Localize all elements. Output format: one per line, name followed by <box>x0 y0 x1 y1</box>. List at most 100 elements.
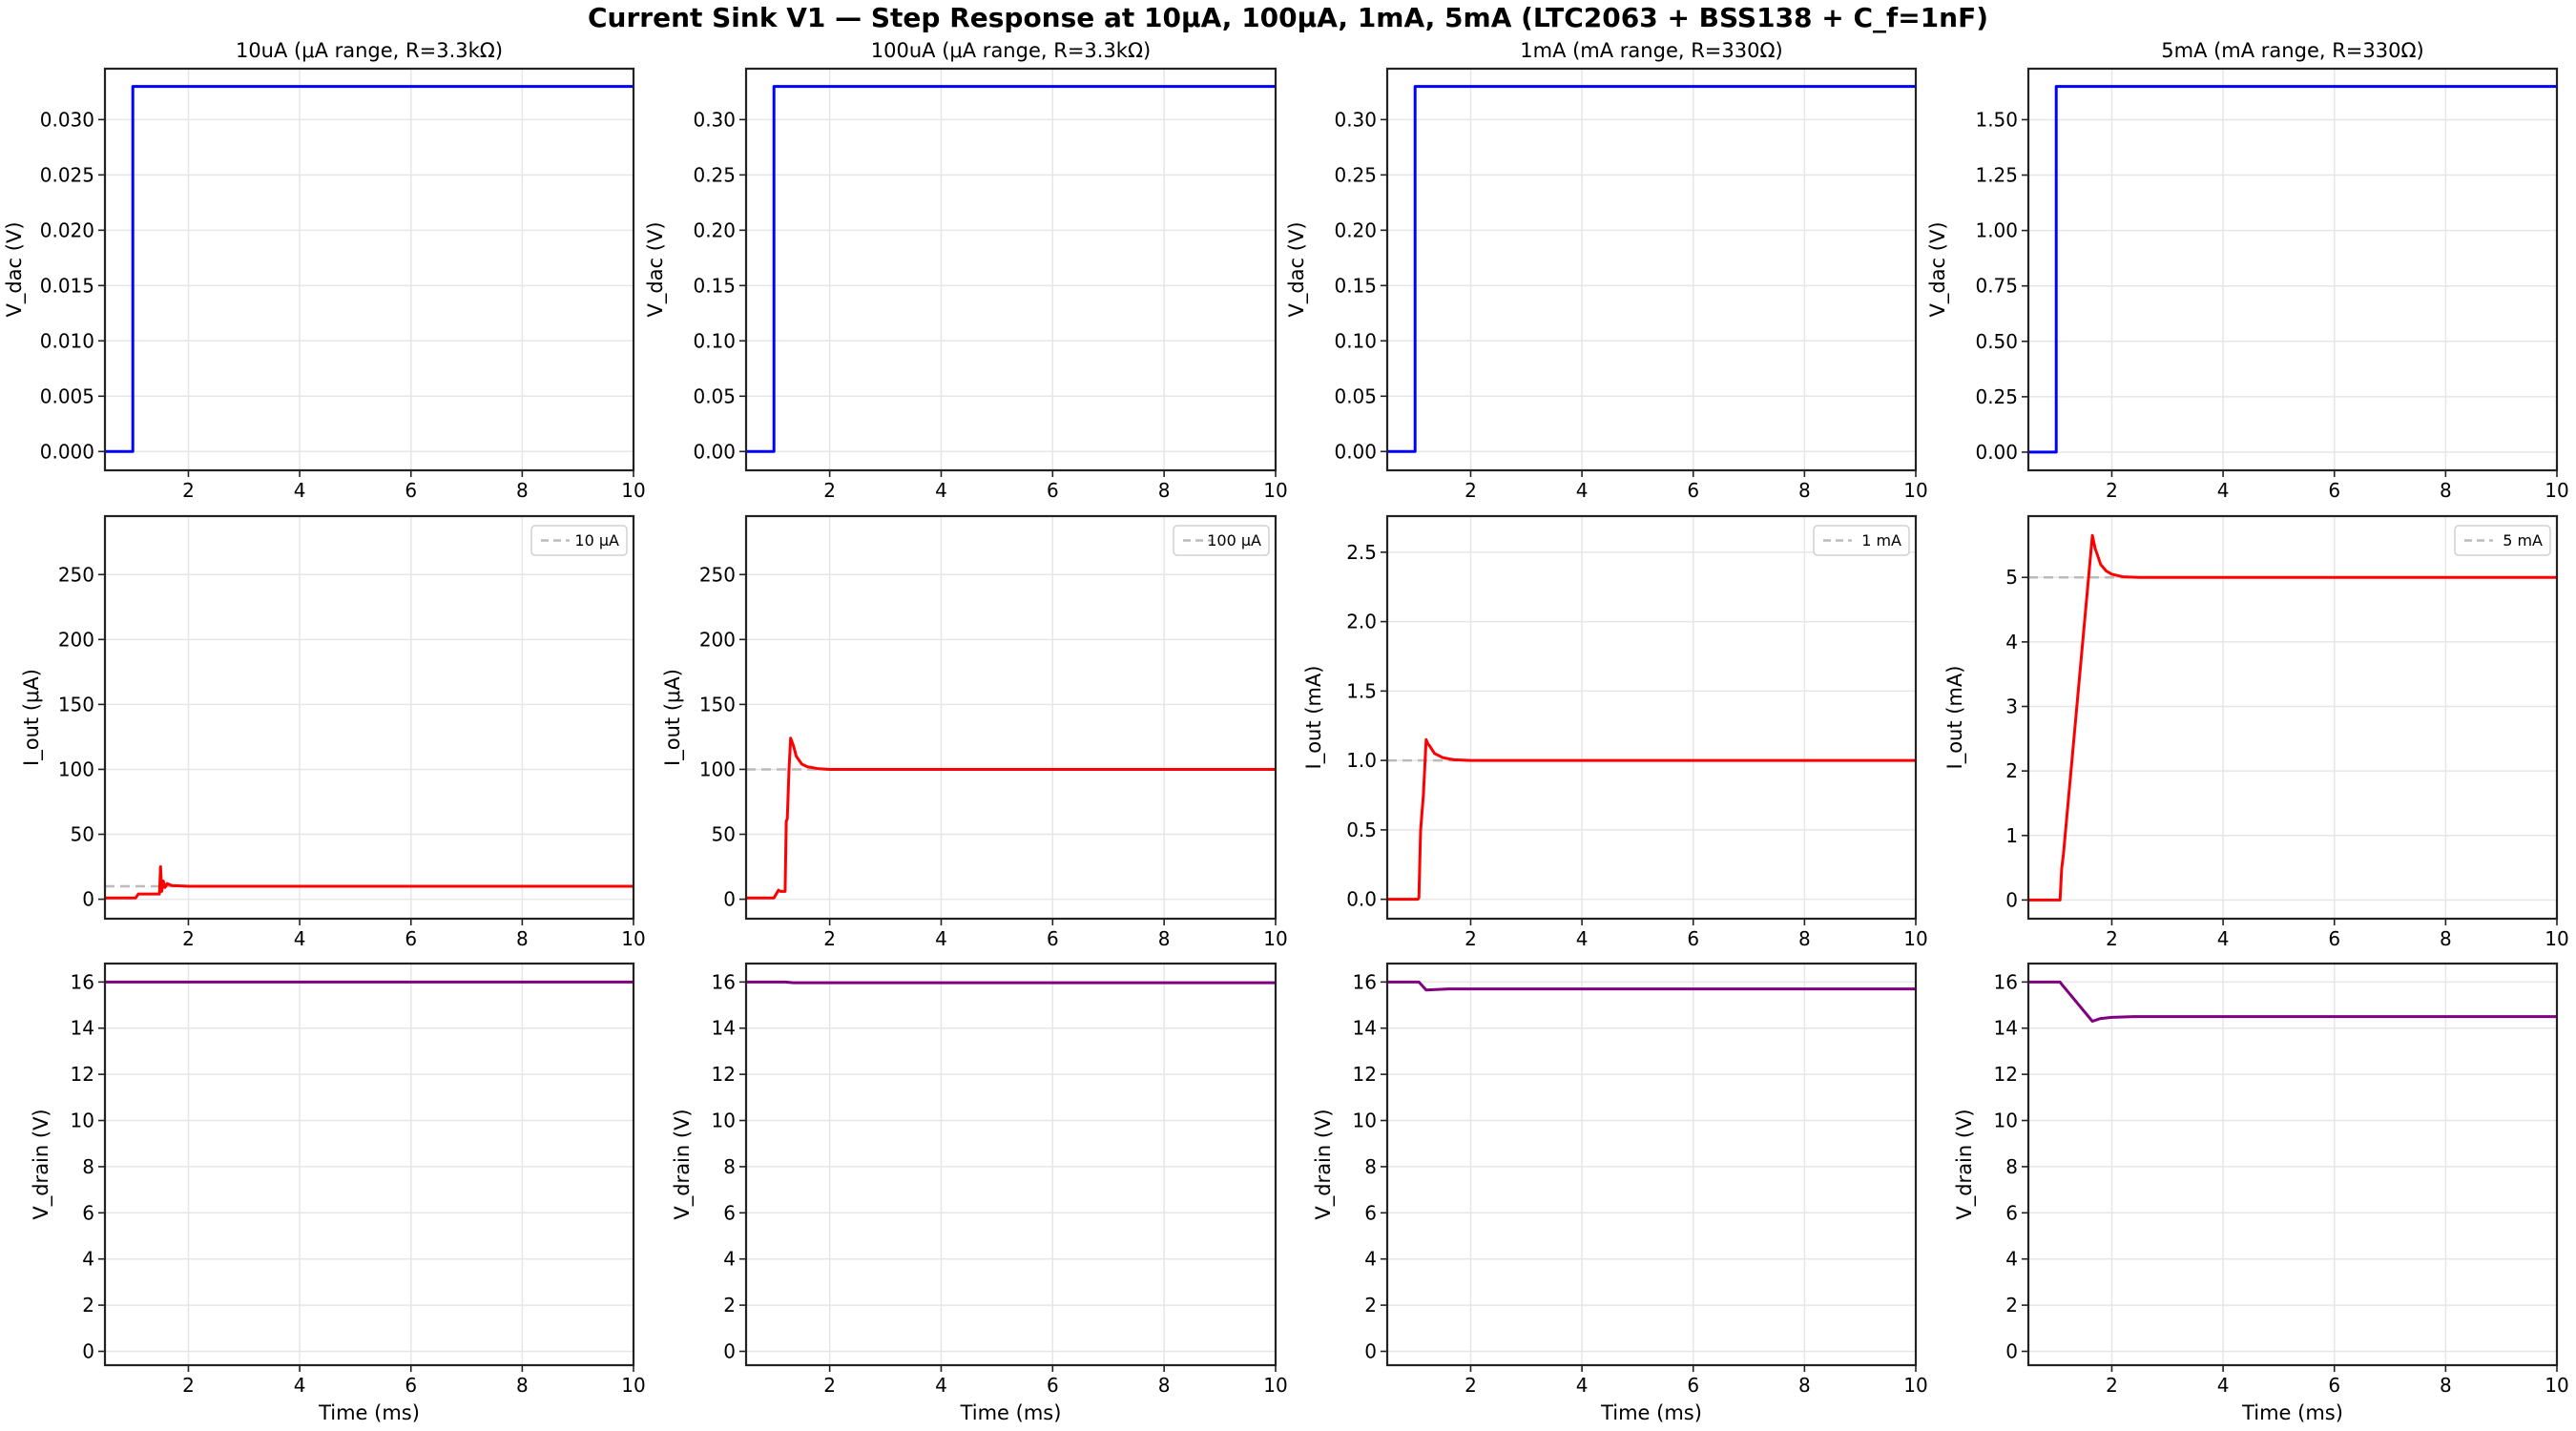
y-axis-label: V_dac (V) <box>1285 221 1309 317</box>
y-tick-label: 250 <box>699 563 736 586</box>
x-tick-label: 8 <box>516 927 529 950</box>
y-tick-label: 0.15 <box>693 274 736 297</box>
i-out-line <box>746 736 1276 900</box>
y-axis-label: V_drain (V) <box>1953 1109 1977 1219</box>
x-tick-label: 8 <box>1158 927 1171 950</box>
i-out-line <box>105 865 634 900</box>
y-tick-label: 150 <box>58 693 94 716</box>
y-tick-label: 1.25 <box>1975 164 2018 187</box>
y-axis-label: I_out (μA) <box>661 669 685 766</box>
x-tick-label: 4 <box>2217 1374 2230 1397</box>
y-axis-label: V_dac (V) <box>1926 221 1950 317</box>
v-drain-line <box>1387 980 1916 992</box>
y-tick-label: 2 <box>2005 1294 2018 1317</box>
y-tick-label: 0.00 <box>693 440 736 463</box>
y-tick-label: 0.5 <box>1346 819 1377 841</box>
i-out-line <box>1387 737 1916 902</box>
y-tick-label: 0 <box>723 1339 736 1362</box>
x-tick-label: 10 <box>2545 927 2568 950</box>
y-tick-label: 16 <box>1353 970 1377 993</box>
y-tick-label: 1 <box>2005 824 2018 847</box>
y-tick-label: 0.20 <box>693 218 736 241</box>
y-tick-label: 0.010 <box>40 329 94 352</box>
x-tick-label: 10 <box>1903 927 1927 950</box>
y-tick-label: 0.025 <box>40 163 94 186</box>
x-tick-label: 10 <box>1903 479 1927 502</box>
legend-label: 10 μA <box>574 531 619 550</box>
y-tick-label: 0.030 <box>40 108 94 131</box>
y-tick-label: 50 <box>71 823 94 846</box>
y-tick-label: 2 <box>2005 759 2018 782</box>
y-tick-label: 14 <box>71 1017 94 1040</box>
y-tick-label: 6 <box>723 1201 736 1224</box>
x-tick-label: 2 <box>1465 479 1477 502</box>
subplot-2-0: 2 4 6 8 10 0.00 0.05 0.10 0.15 0.20 0.25 0.30 V_dac … <box>1285 67 1928 502</box>
y-tick-label: 0.05 <box>693 384 736 407</box>
y-tick-label: 8 <box>2005 1155 2018 1178</box>
subplot-1-0: 2 4 6 8 10 0.00 0.05 0.10 0.15 0.20 0.25 0.30 V_dac … <box>644 67 1288 502</box>
y-tick-label: 16 <box>1994 970 2018 993</box>
y-tick-label: 0.020 <box>40 218 94 241</box>
y-tick-label: 6 <box>2005 1201 2018 1224</box>
subplot-0-0: 2 4 6 8 10 0.000 0.005 0.010 0.015 0.020 0.025 0.03… <box>3 67 646 502</box>
x-tick-label: 4 <box>294 1374 306 1397</box>
x-tick-label: 6 <box>1047 479 1059 502</box>
y-tick-label: 2 <box>82 1294 94 1317</box>
y-axis-label: V_dac (V) <box>3 221 27 317</box>
x-tick-label: 2 <box>2106 479 2118 502</box>
x-tick-label: 6 <box>1047 927 1059 950</box>
y-axis-label: V_dac (V) <box>644 221 668 317</box>
y-tick-label: 1.5 <box>1346 679 1377 702</box>
y-tick-label: 8 <box>723 1155 736 1178</box>
x-tick-label: 4 <box>1576 927 1589 950</box>
y-tick-label: 0 <box>2005 888 2018 911</box>
y-tick-label: 6 <box>1364 1201 1377 1224</box>
y-tick-label: 4 <box>723 1248 736 1271</box>
x-tick-label: 4 <box>294 927 306 950</box>
y-tick-label: 2.0 <box>1346 611 1377 633</box>
y-tick-label: 10 <box>1353 1110 1377 1132</box>
figure-title: Current Sink V1 — Step Response at 10μA,… <box>587 2 1989 33</box>
v-dac-line <box>746 85 1276 453</box>
x-tick-label: 8 <box>1798 1374 1811 1397</box>
y-tick-label: 0.00 <box>1975 441 2018 464</box>
y-tick-label: 0.005 <box>40 384 94 407</box>
x-tick-label: 2 <box>823 927 836 950</box>
legend: 5 mA <box>2454 525 2551 556</box>
x-tick-label: 6 <box>405 927 417 950</box>
y-tick-label: 0.25 <box>1975 385 2018 408</box>
x-tick-label: 4 <box>294 479 306 502</box>
x-axis-label: Time (ms) <box>1600 1401 1702 1424</box>
y-axis-label: V_drain (V) <box>671 1109 695 1219</box>
y-tick-label: 12 <box>712 1063 736 1086</box>
x-tick-label: 4 <box>2217 479 2230 502</box>
y-tick-label: 8 <box>82 1155 94 1178</box>
y-tick-label: 0.10 <box>1334 329 1377 352</box>
y-tick-label: 0.25 <box>1334 163 1377 186</box>
y-tick-label: 2.5 <box>1346 541 1377 564</box>
x-tick-label: 6 <box>1047 1374 1059 1397</box>
x-tick-label: 10 <box>1903 1374 1927 1397</box>
y-axis-label: I_out (μA) <box>20 669 44 766</box>
x-tick-label: 4 <box>935 479 947 502</box>
x-tick-label: 10 <box>1263 1374 1287 1397</box>
y-tick-label: 1.0 <box>1346 749 1377 772</box>
y-axis-label: I_out (mA) <box>1302 666 1326 770</box>
y-tick-label: 100 <box>699 757 736 780</box>
y-tick-label: 4 <box>82 1248 94 1271</box>
legend: 1 mA <box>1813 525 1910 556</box>
x-tick-label: 10 <box>1263 927 1287 950</box>
y-tick-label: 100 <box>58 757 94 780</box>
y-tick-label: 0.05 <box>1334 384 1377 407</box>
legend-label: 5 mA <box>2503 531 2543 550</box>
y-tick-label: 2 <box>723 1294 736 1317</box>
x-tick-label: 2 <box>823 1374 836 1397</box>
y-tick-label: 0.25 <box>693 163 736 186</box>
x-tick-label: 10 <box>2545 1374 2568 1397</box>
y-tick-label: 10 <box>71 1110 94 1132</box>
y-tick-label: 14 <box>712 1017 736 1040</box>
x-tick-label: 8 <box>516 479 529 502</box>
x-tick-label: 4 <box>1576 479 1589 502</box>
x-tick-label: 8 <box>1798 479 1811 502</box>
x-tick-label: 8 <box>2440 927 2452 950</box>
